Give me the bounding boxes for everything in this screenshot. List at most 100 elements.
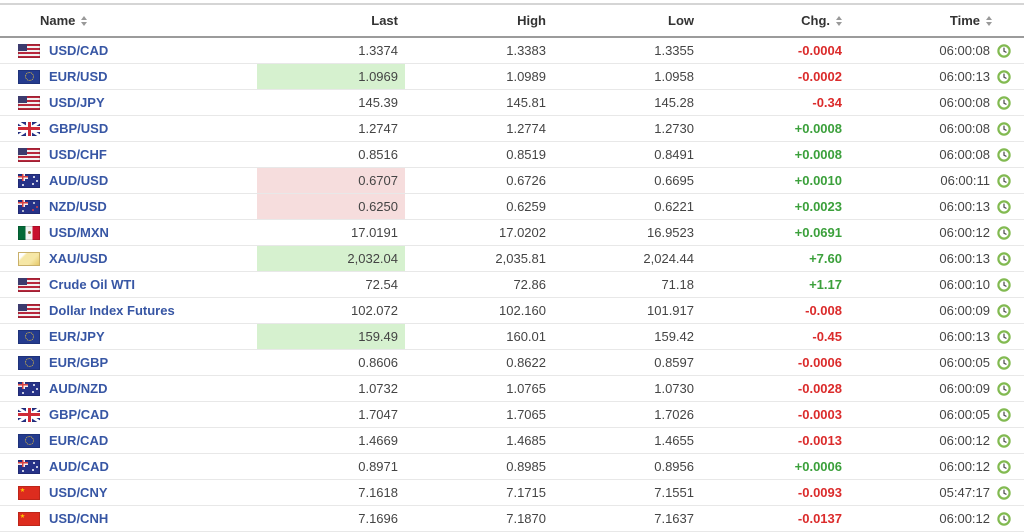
clock-icon bbox=[997, 459, 1011, 474]
table-row: NZD/USD 0.6250 0.6259 0.6221 +0.0023 06:… bbox=[0, 194, 1024, 220]
name-cell: USD/CNY bbox=[0, 480, 257, 505]
time-text: 06:00:13 bbox=[939, 199, 990, 214]
pair-name-link[interactable]: Dollar Index Futures bbox=[49, 303, 175, 318]
pair-name-link[interactable]: XAU/USD bbox=[49, 251, 108, 266]
column-header-time-label: Time bbox=[949, 13, 980, 28]
chg-cell: +0.0008 bbox=[794, 147, 842, 162]
pair-name-link[interactable]: EUR/GBP bbox=[49, 355, 109, 370]
last-cell: 7.1618 bbox=[358, 485, 398, 500]
last-cell: 1.0732 bbox=[358, 381, 398, 396]
name-cell: EUR/JPY bbox=[0, 324, 257, 349]
clock-icon bbox=[997, 225, 1011, 240]
clock-icon bbox=[997, 485, 1011, 500]
chg-cell: -0.0013 bbox=[797, 433, 842, 448]
country-flag-icon bbox=[18, 95, 40, 110]
last-cell: 159.49 bbox=[257, 324, 405, 349]
column-header-name-label: Name bbox=[40, 13, 76, 28]
time-text: 06:00:13 bbox=[939, 251, 990, 266]
column-header-high-label: High bbox=[517, 13, 546, 28]
pair-name-link[interactable]: USD/JPY bbox=[49, 95, 105, 110]
time-text: 06:00:12 bbox=[939, 459, 990, 474]
column-header-time[interactable]: Time bbox=[849, 13, 1024, 28]
last-cell: 0.6250 bbox=[257, 194, 405, 219]
low-cell: 1.7026 bbox=[654, 407, 694, 422]
pair-name-link[interactable]: GBP/USD bbox=[49, 121, 109, 136]
low-cell: 1.0730 bbox=[654, 381, 694, 396]
country-flag-icon bbox=[18, 329, 40, 344]
pair-name-link[interactable]: EUR/JPY bbox=[49, 329, 105, 344]
pair-name-link[interactable]: EUR/USD bbox=[49, 69, 108, 84]
clock-icon bbox=[997, 251, 1011, 266]
table-row: USD/CAD 1.3374 1.3383 1.3355 -0.0004 06:… bbox=[0, 38, 1024, 64]
last-cell: 1.0969 bbox=[257, 64, 405, 89]
column-header-name[interactable]: Name bbox=[0, 13, 257, 28]
low-cell: 1.2730 bbox=[654, 121, 694, 136]
table-row: Dollar Index Futures 102.072 102.160 101… bbox=[0, 298, 1024, 324]
pair-name-link[interactable]: USD/CNH bbox=[49, 511, 109, 526]
table-row: EUR/USD 1.0969 1.0989 1.0958 -0.0002 06:… bbox=[0, 64, 1024, 90]
clock-icon bbox=[997, 69, 1011, 84]
time-text: 06:00:13 bbox=[939, 69, 990, 84]
time-text: 06:00:05 bbox=[939, 355, 990, 370]
pair-name-link[interactable]: EUR/CAD bbox=[49, 433, 109, 448]
high-cell: 1.4685 bbox=[506, 433, 546, 448]
column-header-chg[interactable]: Chg. bbox=[701, 13, 849, 28]
high-cell: 1.7065 bbox=[506, 407, 546, 422]
table-body: USD/CAD 1.3374 1.3383 1.3355 -0.0004 06:… bbox=[0, 38, 1024, 532]
pair-name-link[interactable]: AUD/NZD bbox=[49, 381, 108, 396]
pair-name-link[interactable]: GBP/CAD bbox=[49, 407, 109, 422]
low-cell: 1.3355 bbox=[654, 43, 694, 58]
high-cell: 0.6726 bbox=[506, 173, 546, 188]
pair-name-link[interactable]: USD/CHF bbox=[49, 147, 107, 162]
forex-quotes-table: Name Last High Low Chg. Time USD/CAD 1.3… bbox=[0, 3, 1024, 532]
high-cell: 102.160 bbox=[499, 303, 546, 318]
high-cell: 0.8622 bbox=[506, 355, 546, 370]
pair-name-link[interactable]: USD/CNY bbox=[49, 485, 108, 500]
chg-cell: +0.0023 bbox=[794, 199, 842, 214]
low-cell: 16.9523 bbox=[647, 225, 694, 240]
name-cell: EUR/GBP bbox=[0, 350, 257, 375]
clock-icon bbox=[997, 303, 1011, 318]
country-flag-icon bbox=[18, 407, 40, 422]
name-cell: EUR/CAD bbox=[0, 428, 257, 453]
chg-cell: +1.17 bbox=[809, 277, 842, 292]
chg-cell: -0.45 bbox=[812, 329, 842, 344]
chg-cell: -0.0004 bbox=[797, 43, 842, 58]
chg-cell: +7.60 bbox=[809, 251, 842, 266]
table-row: USD/JPY 145.39 145.81 145.28 -0.34 06:00… bbox=[0, 90, 1024, 116]
low-cell: 0.6695 bbox=[654, 173, 694, 188]
high-cell: 0.8985 bbox=[506, 459, 546, 474]
pair-name-link[interactable]: USD/MXN bbox=[49, 225, 109, 240]
pair-name-link[interactable]: NZD/USD bbox=[49, 199, 107, 214]
time-cell: 06:00:05 bbox=[849, 402, 1024, 427]
country-flag-icon bbox=[18, 251, 40, 266]
clock-icon bbox=[997, 433, 1011, 448]
country-flag-icon bbox=[18, 43, 40, 58]
last-cell: 72.54 bbox=[365, 277, 398, 292]
name-cell: USD/CHF bbox=[0, 142, 257, 167]
table-row: AUD/NZD 1.0732 1.0765 1.0730 -0.0028 06:… bbox=[0, 376, 1024, 402]
time-cell: 06:00:05 bbox=[849, 350, 1024, 375]
table-row: EUR/JPY 159.49 160.01 159.42 -0.45 06:00… bbox=[0, 324, 1024, 350]
time-cell: 06:00:13 bbox=[849, 324, 1024, 349]
pair-name-link[interactable]: USD/CAD bbox=[49, 43, 109, 58]
chg-cell: +0.0691 bbox=[794, 225, 842, 240]
pair-name-link[interactable]: Crude Oil WTI bbox=[49, 277, 135, 292]
clock-icon bbox=[997, 121, 1011, 136]
name-cell: GBP/USD bbox=[0, 116, 257, 141]
clock-icon bbox=[997, 173, 1011, 188]
pair-name-link[interactable]: AUD/USD bbox=[49, 173, 109, 188]
chg-cell: +0.0008 bbox=[794, 121, 842, 136]
chg-cell: -0.0006 bbox=[797, 355, 842, 370]
column-header-high: High bbox=[405, 13, 553, 28]
country-flag-icon bbox=[18, 69, 40, 84]
time-cell: 06:00:08 bbox=[849, 142, 1024, 167]
low-cell: 7.1637 bbox=[654, 511, 694, 526]
table-row: USD/CNY 7.1618 7.1715 7.1551 -0.0093 05:… bbox=[0, 480, 1024, 506]
chg-cell: -0.34 bbox=[812, 95, 842, 110]
name-cell: AUD/USD bbox=[0, 168, 257, 193]
time-text: 06:00:10 bbox=[939, 277, 990, 292]
pair-name-link[interactable]: AUD/CAD bbox=[49, 459, 109, 474]
time-text: 06:00:12 bbox=[939, 511, 990, 526]
country-flag-icon bbox=[18, 459, 40, 474]
